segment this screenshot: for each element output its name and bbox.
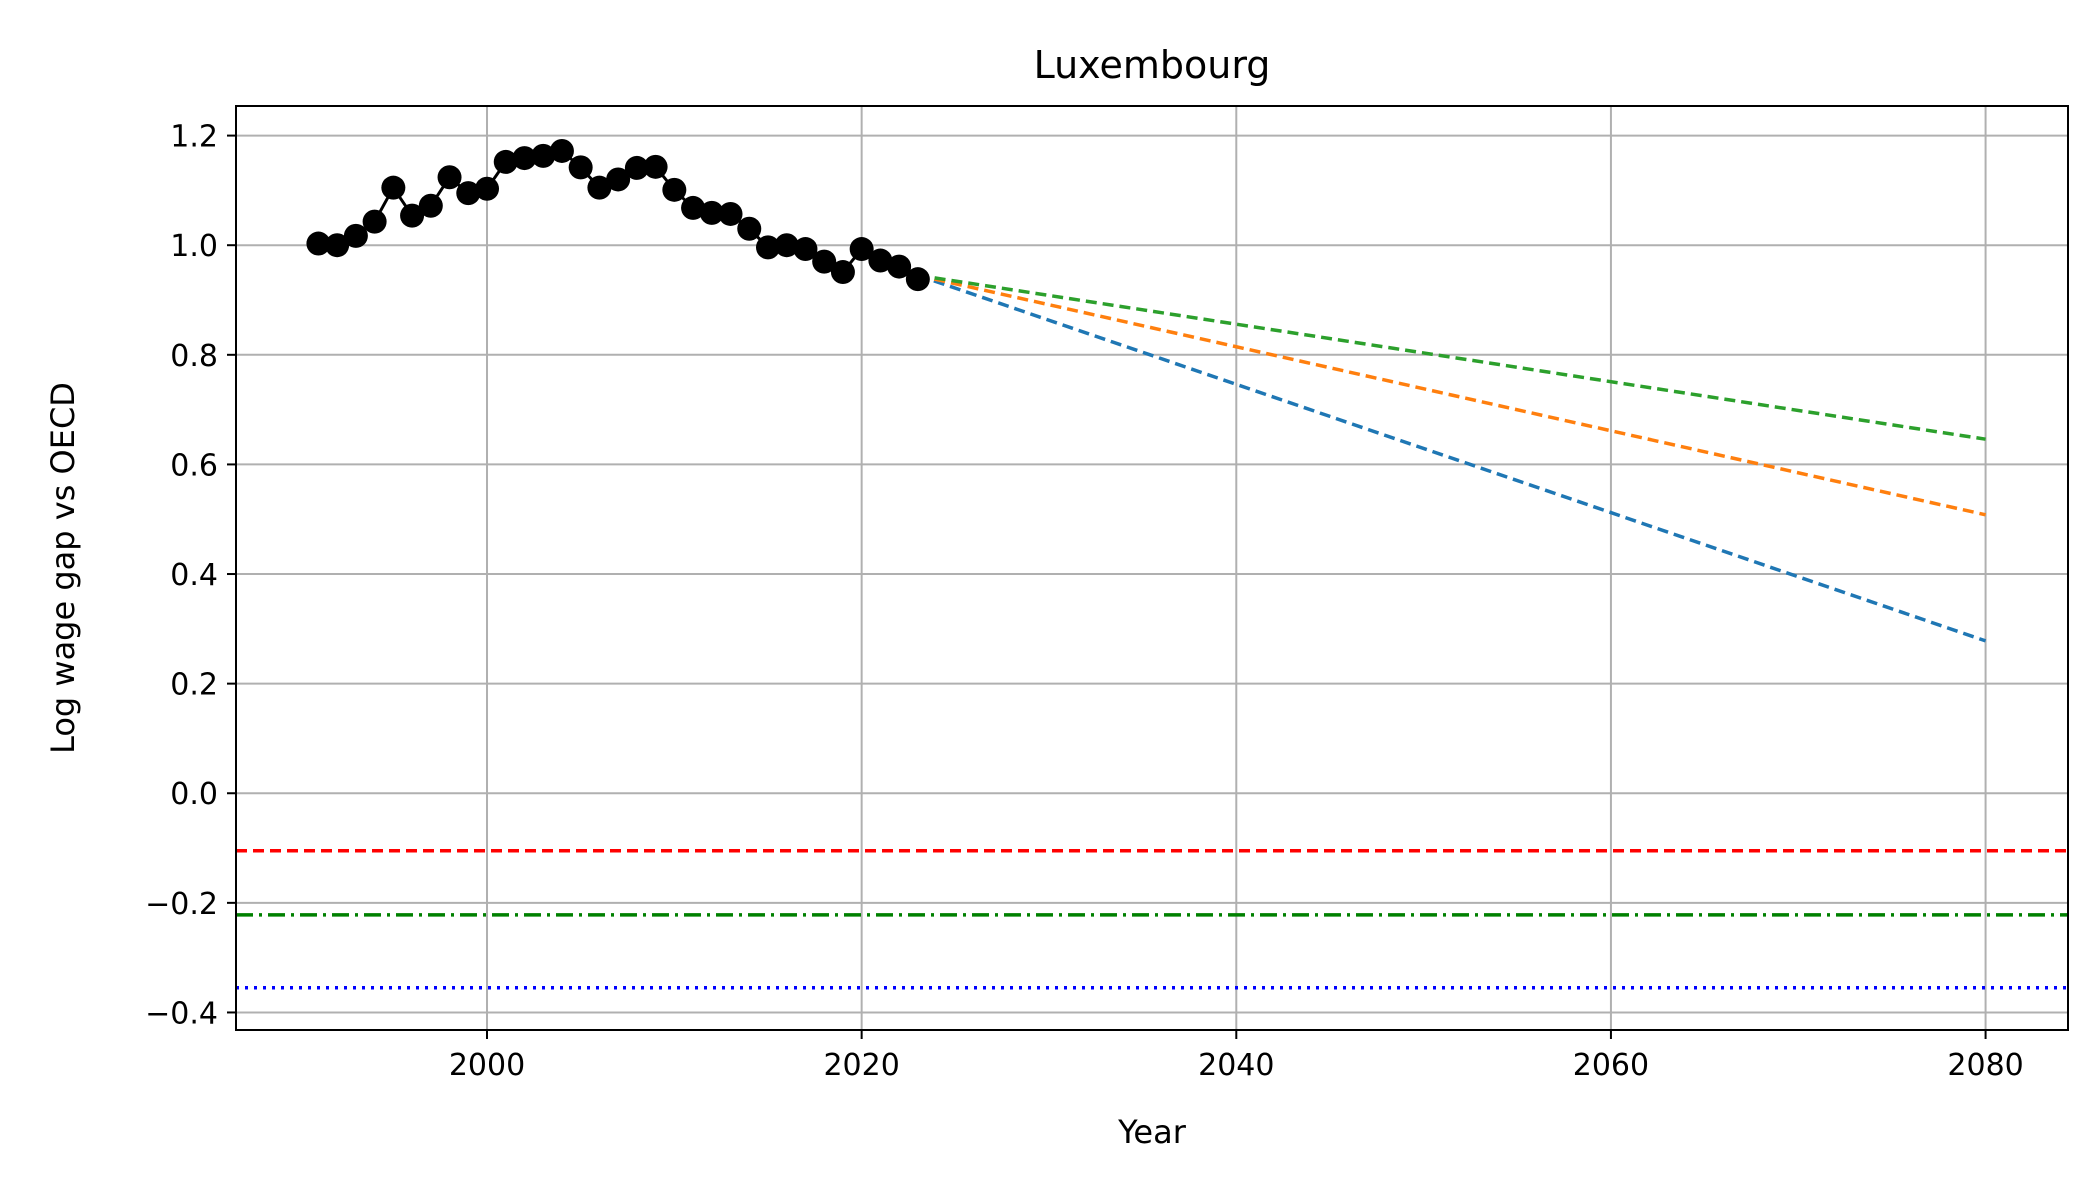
- data-point: [456, 181, 481, 206]
- data-markers: [306, 138, 930, 292]
- data-point: [325, 233, 350, 258]
- data-point: [755, 235, 780, 260]
- data-point: [830, 260, 855, 285]
- plot-frame: [235, 105, 2069, 1031]
- data-point: [718, 201, 743, 226]
- data-point: [437, 165, 462, 190]
- reference-lines: [236, 849, 2068, 990]
- y-tick-label: 1.2: [170, 120, 218, 155]
- data-point: [343, 223, 368, 248]
- data-point: [643, 154, 668, 179]
- data-point: [587, 175, 612, 200]
- data-point: [737, 216, 762, 241]
- axis-ticks: 2000 2020 2040 2060 2080 −0.4 −0.2 0.0 0.2 0.4 0.6…: [145, 120, 2024, 1083]
- x-tick-label: 2060: [1573, 1048, 1649, 1083]
- data-point: [793, 237, 818, 262]
- data-point: [381, 175, 406, 200]
- chart-title: Luxembourg: [1034, 43, 1271, 87]
- grid: [236, 106, 2068, 1030]
- data-point: [512, 146, 537, 171]
- data-point: [905, 267, 930, 292]
- x-axis-title: Year: [1117, 1113, 1187, 1151]
- data-point: [306, 231, 331, 256]
- series-line: [917, 273, 1986, 517]
- data-point: [549, 138, 574, 163]
- x-tick-label: 2080: [1947, 1048, 2023, 1083]
- data-point: [531, 143, 556, 168]
- y-axis-title: Log wage gap vs OECD: [44, 382, 82, 754]
- data-point: [699, 200, 724, 225]
- data-point: [868, 248, 893, 273]
- y-tick-label: 0.8: [170, 339, 218, 374]
- x-tick-label: 2040: [1198, 1048, 1274, 1083]
- series-lines: [318, 149, 1987, 643]
- y-tick-label: 1.0: [170, 229, 218, 264]
- data-point: [887, 254, 912, 279]
- y-tick-label: 0.2: [170, 668, 218, 703]
- y-tick-label: −0.4: [145, 996, 218, 1031]
- y-tick-label: 0.6: [170, 448, 218, 483]
- series-line: [917, 273, 1987, 643]
- data-point: [624, 155, 649, 180]
- data-point: [849, 237, 874, 262]
- series-line: [917, 273, 1986, 441]
- x-tick-label: 2000: [449, 1048, 525, 1083]
- y-tick-label: 0.0: [170, 777, 218, 812]
- data-point: [606, 167, 631, 192]
- data-point: [475, 176, 500, 201]
- data-point: [681, 195, 706, 220]
- y-tick-label: −0.2: [145, 887, 218, 922]
- data-point: [812, 249, 837, 274]
- data-point: [662, 177, 687, 202]
- data-point: [418, 193, 443, 218]
- x-tick-label: 2020: [823, 1048, 899, 1083]
- data-point: [493, 149, 518, 174]
- y-tick-label: 0.4: [170, 558, 218, 593]
- data-point: [400, 203, 425, 228]
- data-point: [774, 233, 799, 258]
- data-point: [362, 209, 387, 234]
- data-point: [568, 155, 593, 180]
